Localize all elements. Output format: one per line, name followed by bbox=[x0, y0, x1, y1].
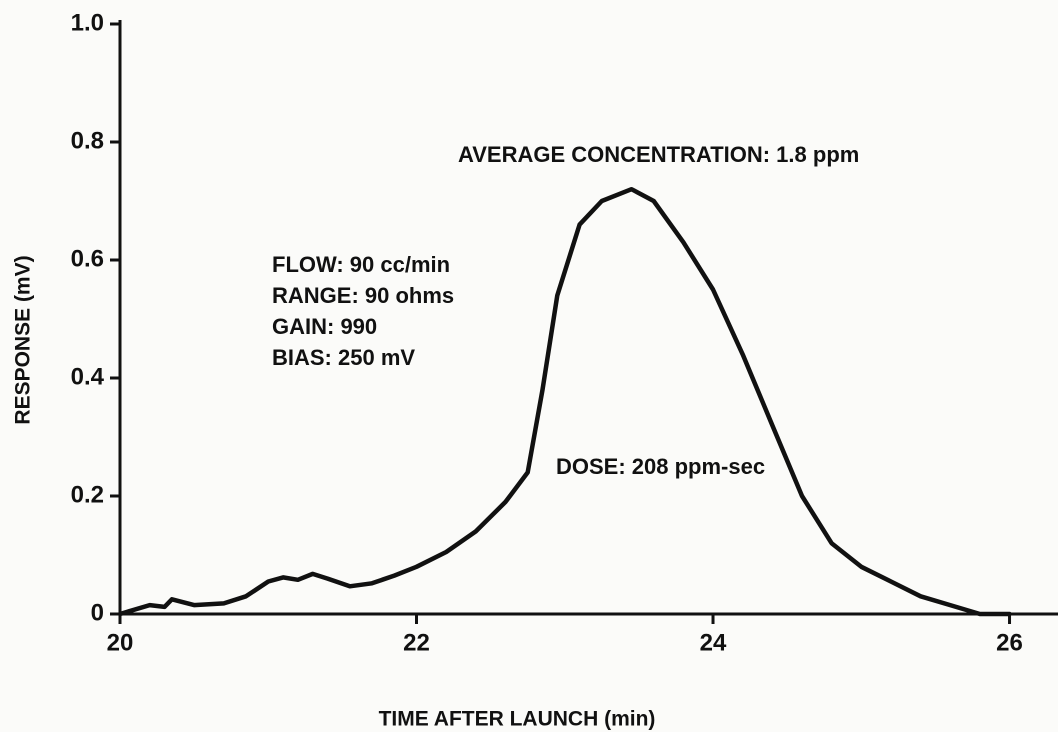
annotation: FLOW: 90 cc/min bbox=[272, 252, 450, 277]
x-axis-label: TIME AFTER LAUNCH (min) bbox=[379, 708, 656, 731]
y-axis-label: RESPONSE (mV) bbox=[12, 255, 35, 424]
y-tick-label: 0.4 bbox=[71, 363, 105, 390]
annotation: BIAS: 250 mV bbox=[272, 345, 415, 370]
x-tick-label: 24 bbox=[700, 629, 727, 656]
x-tick-label: 26 bbox=[996, 629, 1023, 656]
x-tick-label: 22 bbox=[403, 629, 430, 656]
response-line bbox=[117, 186, 1012, 617]
x-tick-label: 20 bbox=[107, 629, 134, 656]
annotation: RANGE: 90 ohms bbox=[272, 283, 454, 308]
y-tick-label: 1.0 bbox=[71, 9, 104, 36]
y-tick-label: 0.6 bbox=[71, 245, 104, 272]
annotation: GAIN: 990 bbox=[272, 314, 377, 339]
y-tick-label: 0.8 bbox=[71, 127, 104, 154]
y-tick-label: 0 bbox=[91, 599, 104, 626]
annotation: AVERAGE CONCENTRATION: 1.8 ppm bbox=[458, 142, 859, 167]
y-tick-label: 0.2 bbox=[71, 481, 104, 508]
annotation: DOSE: 208 ppm-sec bbox=[556, 454, 765, 479]
